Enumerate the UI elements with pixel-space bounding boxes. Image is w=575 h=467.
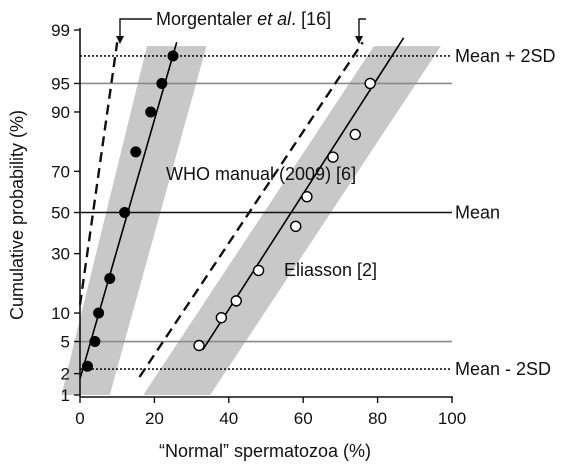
open-data-point (252, 264, 265, 277)
open-data-point (230, 295, 242, 307)
dashed-lines (78, 41, 364, 378)
y-tick-label: 5 (61, 333, 70, 352)
y-tick-label: 2 (61, 365, 70, 384)
open-data-point (364, 77, 376, 90)
y-tick-label: 90 (51, 103, 70, 122)
filled-data-point (145, 106, 157, 118)
who-manual-label: WHO manual (2009) [6] (166, 164, 356, 184)
confidence-bands (61, 46, 441, 395)
x-tick-label: 60 (294, 409, 313, 428)
filled-data-point (167, 50, 179, 62)
arrow-head-icon (355, 36, 363, 44)
reference-label: Mean + 2SD (455, 46, 556, 66)
x-axis-label: “Normal” spermatozoa (%) (159, 441, 371, 461)
annotation-bracket-right (358, 18, 366, 38)
y-tick-label: 70 (51, 162, 70, 181)
dashed-line-2 (138, 41, 364, 378)
x-tick-label: 20 (145, 409, 164, 428)
data-points (81, 50, 376, 372)
filled-data-point (81, 360, 93, 372)
filled-data-point (119, 207, 131, 218)
y-tick-label: 50 (51, 204, 70, 223)
open-data-point (193, 339, 205, 352)
filled-data-point (89, 336, 101, 348)
filled-data-point (156, 77, 168, 89)
open-data-point (327, 151, 339, 163)
y-tick-label: 10 (51, 304, 70, 323)
axes: 1 2 5 10 30 50 70 90 95 99 0 20 40 60 80 100 (51, 21, 466, 428)
filled-data-point (104, 273, 116, 285)
x-tick-label: 0 (75, 409, 84, 428)
confidence-band-2 (143, 46, 441, 395)
series-label-eliasson: Eliasson [2] (284, 260, 377, 280)
labels: Mean + 2SD Mean Mean - 2SD “Normal” spermat… (7, 9, 556, 461)
y-tick-label: 1 (61, 386, 70, 405)
y-tick-label: 99 (51, 21, 70, 40)
y-tick-label: 30 (51, 245, 70, 264)
open-data-point (215, 311, 228, 324)
reference-label: Mean - 2SD (455, 359, 551, 379)
x-tick-label: 80 (368, 409, 387, 428)
annotation-bracket-left (119, 18, 152, 38)
x-tick-label: 40 (219, 409, 238, 428)
arrow-head-icon (116, 36, 124, 44)
filled-data-point (93, 307, 105, 319)
y-axis-label: Cumulative probability (%) (7, 110, 27, 320)
filled-data-point (130, 146, 142, 158)
y-tick-label: 95 (51, 74, 70, 93)
reference-lines (80, 55, 452, 370)
open-data-point (301, 190, 313, 203)
morgentaler-label: Morgentaler et al. [16] (156, 9, 331, 29)
open-data-point (349, 128, 361, 141)
x-tick-label: 100 (438, 409, 466, 428)
dashed-line-1 (78, 42, 119, 305)
reference-label: Mean (455, 203, 500, 223)
open-data-point (290, 220, 302, 233)
